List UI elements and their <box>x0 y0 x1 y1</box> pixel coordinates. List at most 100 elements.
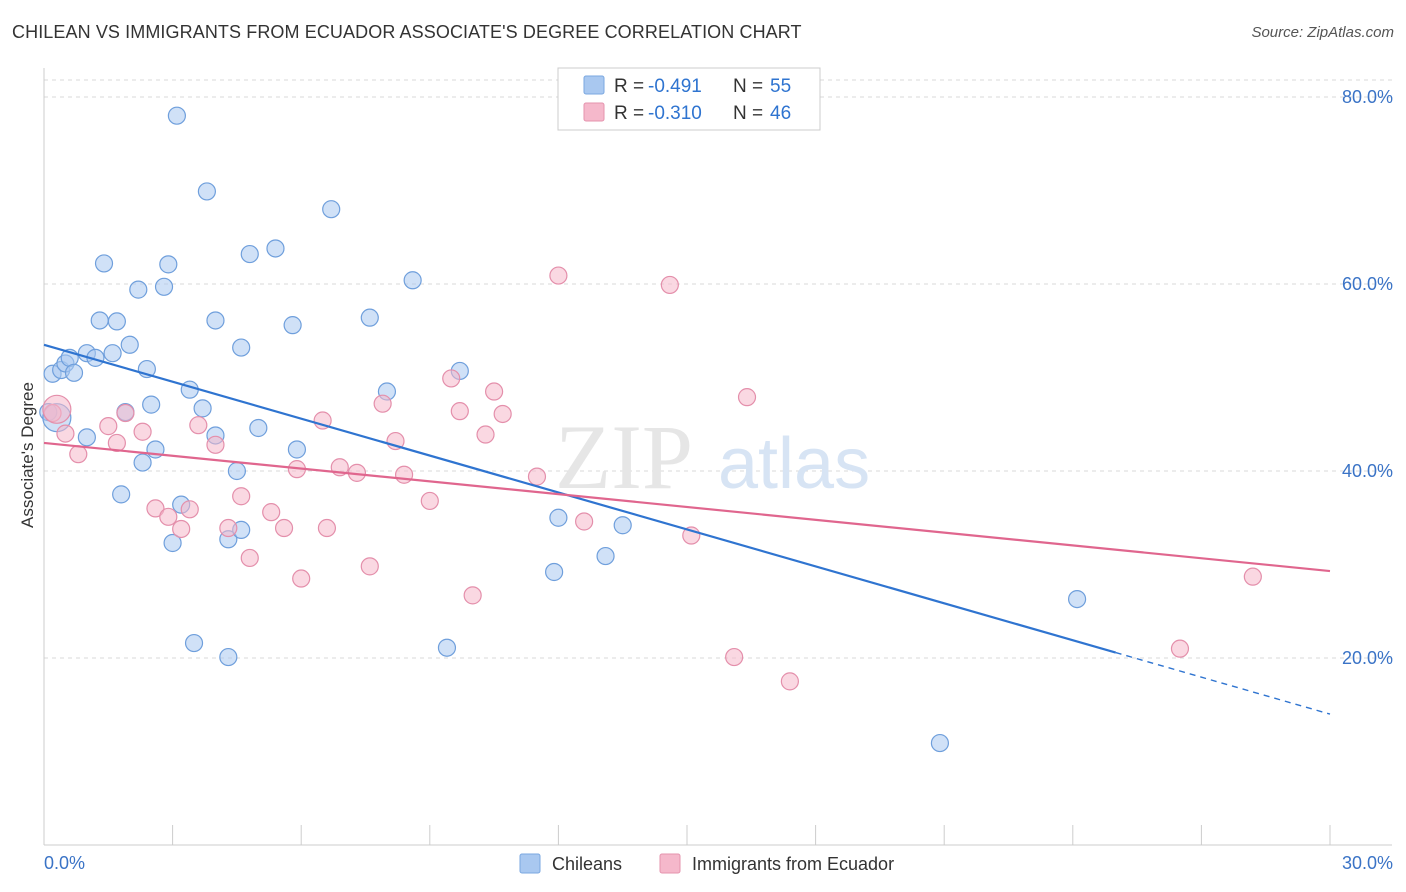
ecuador-point <box>159 507 178 526</box>
watermark-atlas: atlas <box>718 424 870 504</box>
chileans-point <box>360 308 379 327</box>
ecuador-point <box>146 499 165 518</box>
ecuador-point <box>206 435 225 454</box>
chileans-point <box>103 344 122 363</box>
ecuador-point <box>99 417 118 436</box>
ecuador-point <box>317 518 337 538</box>
ecuador-point <box>420 491 439 511</box>
ecuador-point <box>274 518 294 538</box>
chileans-point <box>197 182 216 201</box>
ecuador-point <box>527 467 547 486</box>
ecuador-point <box>360 557 379 576</box>
ecuador-point <box>549 266 568 285</box>
legend-r-value-1: -0.491 <box>648 76 702 97</box>
chart-title: CHILEAN VS IMMIGRANTS FROM ECUADOR ASSOC… <box>12 22 802 42</box>
chileans-point <box>133 453 152 472</box>
ecuador-point <box>485 382 504 401</box>
ecuador-point <box>1243 567 1262 586</box>
chileans-point <box>184 633 204 653</box>
ecuador-point <box>463 586 482 605</box>
y-tick-label: 80.0% <box>1342 87 1393 107</box>
ecuador-point <box>660 275 679 295</box>
ecuador-point <box>373 394 392 413</box>
ecuador-point <box>262 503 281 522</box>
trend-layer <box>43 343 1331 715</box>
ecuador-point <box>69 445 88 464</box>
legend-r-value-2: -0.310 <box>648 103 702 124</box>
bottom-legend-label-ecuador: Immigrants from Ecuador <box>692 854 894 874</box>
chileans-point <box>283 316 302 335</box>
y-tick-label: 40.0% <box>1342 461 1393 481</box>
grid-layer <box>44 79 1392 659</box>
y-tick-label: 60.0% <box>1342 274 1393 294</box>
watermark-zip: ZIP <box>555 406 693 508</box>
chileans-point <box>180 380 199 399</box>
chileans-point <box>206 311 225 330</box>
chileans-point <box>596 546 615 566</box>
legend-n-value-2: 46 <box>770 103 791 124</box>
ecuador-point <box>180 500 199 519</box>
chileans-point <box>1067 589 1087 609</box>
legend-swatch-ecuador <box>583 102 605 122</box>
chileans-trend-line <box>43 343 1116 654</box>
ecuador-point <box>232 487 251 506</box>
chileans-point <box>437 638 457 657</box>
legend-r-label-1: R = <box>614 76 644 97</box>
legend-n-label-1: N = <box>733 76 763 97</box>
chileans-point <box>219 647 238 667</box>
chileans-point <box>930 733 950 753</box>
chileans-point <box>403 271 422 290</box>
ecuador-point <box>476 425 495 444</box>
legend-swatch-chileans <box>583 75 605 95</box>
chileans-point <box>613 516 632 535</box>
bottom-legend-label-chileans: Chileans <box>552 854 622 874</box>
chileans-point <box>249 418 268 438</box>
top-legend: R = -0.491 N = 55 R = -0.310 N = 46 <box>557 67 821 131</box>
ecuador-point <box>189 416 208 435</box>
chileans-point <box>120 335 139 354</box>
ecuador-point <box>172 519 191 539</box>
chileans-point <box>112 485 131 504</box>
bottom-legend-swatch-ecuador <box>659 853 681 874</box>
watermark: ZIP atlas <box>555 406 870 508</box>
chileans-point <box>227 461 246 481</box>
chileans-point <box>64 363 84 382</box>
ecuador-point <box>394 465 414 484</box>
ecuador-point <box>292 569 311 588</box>
legend-n-label-2: N = <box>733 103 763 124</box>
bottom-legend: Chileans Immigrants from Ecuador <box>519 853 894 874</box>
chileans-point <box>240 244 259 264</box>
ecuador-point <box>133 422 152 441</box>
ecuador-trend-line <box>43 441 1331 573</box>
ecuador-point <box>725 647 744 667</box>
chileans-point <box>167 106 186 125</box>
ecuador-point <box>450 402 469 421</box>
chileans-point <box>163 533 182 553</box>
chileans-point <box>545 562 564 582</box>
ecuador-point <box>442 369 461 388</box>
ecuador-point <box>56 424 75 443</box>
chileans-point <box>90 311 109 330</box>
chileans-point <box>107 312 126 331</box>
ecuador-point <box>219 518 238 538</box>
ecuador-point <box>240 548 259 568</box>
ecuador-point <box>493 404 512 424</box>
source-label: Source: ZipAtlas.com <box>1251 24 1394 41</box>
legend-r-label-2: R = <box>614 103 644 124</box>
ecuador-point <box>737 388 757 407</box>
chileans-point <box>266 239 285 258</box>
ecuador-point <box>313 411 332 430</box>
ecuador-point <box>1170 639 1190 658</box>
chileans-point <box>154 277 174 296</box>
points-layer <box>39 106 1262 753</box>
chileans-point <box>322 200 341 219</box>
x-tick-label: 30.0% <box>1342 853 1393 873</box>
x-tick-label: 0.0% <box>44 853 85 873</box>
chileans-point <box>94 254 114 273</box>
chileans-point <box>549 508 568 527</box>
y-tick-label: 20.0% <box>1342 648 1393 668</box>
chileans-point <box>193 399 212 418</box>
chileans-point <box>77 428 96 447</box>
ecuador-point <box>780 672 799 691</box>
